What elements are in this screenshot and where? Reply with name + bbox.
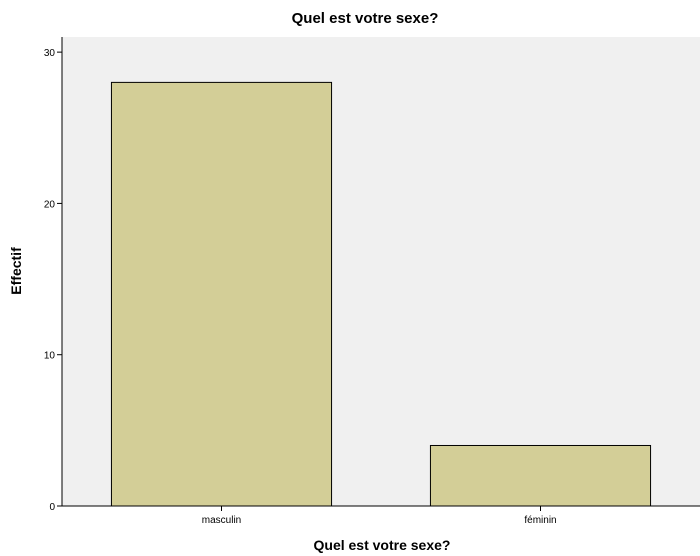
- chart-title: Quel est votre sexe?: [292, 10, 439, 27]
- y-tick-label-0: 0: [49, 502, 55, 513]
- y-axis-label: Effectif: [8, 247, 24, 295]
- y-axis-ticks: 0 10 20 30: [44, 48, 62, 513]
- bars-group: [110, 81, 652, 507]
- bar-0: [110, 81, 333, 507]
- x-tick-label-1: féminin: [524, 515, 556, 526]
- bar-1: [429, 444, 652, 507]
- x-tick-label-0: masculin: [202, 515, 241, 526]
- x-axis-ticks: masculin féminin: [202, 506, 557, 526]
- y-tick-label-3: 30: [44, 48, 56, 59]
- x-axis-label: Quel est votre sexe?: [314, 537, 451, 553]
- y-tick-label-1: 10: [44, 351, 56, 362]
- y-tick-label-2: 20: [44, 199, 56, 210]
